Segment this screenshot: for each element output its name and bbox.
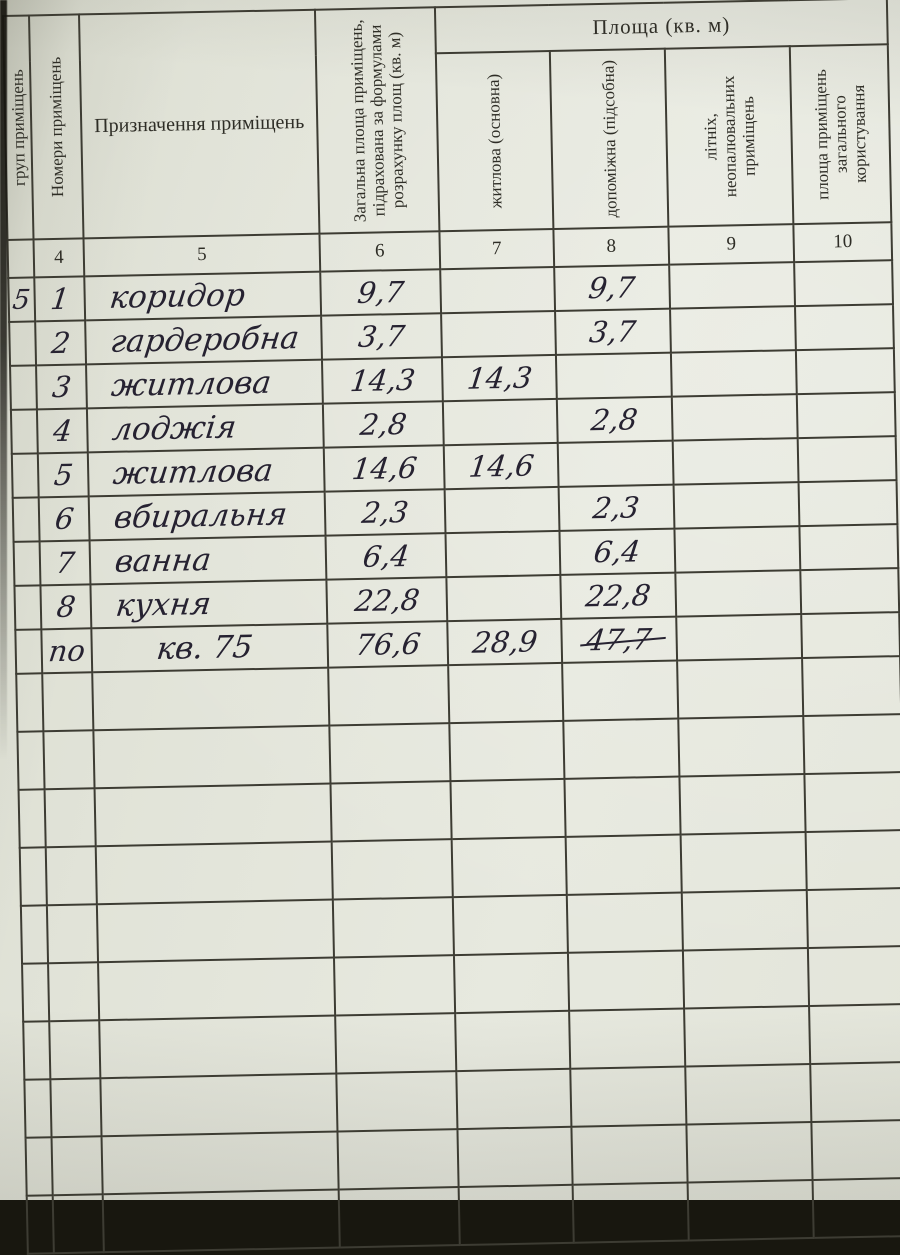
cell-purpose: житлова (86, 359, 323, 409)
cell-auxiliary: 22,8 (560, 572, 677, 619)
cell-total: 14,6 (323, 445, 445, 492)
cell-summer (675, 570, 802, 617)
cell-summer (669, 262, 796, 309)
cell-common (796, 392, 896, 439)
cell-common (797, 436, 897, 483)
cell-auxiliary: 6,4 (559, 528, 676, 575)
cell-total: 22,8 (326, 577, 448, 624)
cell-common (798, 480, 898, 527)
header-summer-label: літніх, неопалювальних приміщень (700, 75, 759, 198)
cell-purpose: ванна (89, 535, 327, 585)
cell-group: 5 (8, 277, 36, 322)
cell-purpose: кухня (90, 579, 328, 629)
cell-common (794, 260, 894, 307)
header-number-column: Номери приміщень (29, 14, 84, 240)
cell-living (444, 486, 560, 534)
cell-group (13, 541, 41, 586)
cell-group (10, 409, 38, 454)
cell-auxiliary: 9,7 (554, 264, 671, 311)
cell-purpose: житлова (87, 447, 325, 497)
cell-summer (672, 438, 799, 485)
header-group-label: груп приміщень (7, 69, 29, 187)
cell-group (9, 321, 37, 366)
cell-living (441, 310, 556, 358)
cell-living: 14,3 (441, 354, 557, 402)
colnum-group (7, 239, 35, 278)
cell-common (795, 304, 894, 351)
cell-living (445, 530, 561, 578)
cell-auxiliary: 2,3 (558, 484, 675, 531)
header-purpose-column: Призначення приміщень (79, 9, 320, 239)
colnum-total: 6 (319, 231, 441, 272)
header-number-label: Номери приміщень (45, 56, 68, 198)
header-summer-column: літніх, неопалювальних приміщень (664, 46, 794, 227)
colnum-living: 7 (439, 228, 555, 270)
cell-auxiliary: 2,8 (556, 396, 673, 443)
header-common-column: площа приміщень загального користування (789, 44, 892, 225)
cell-living (440, 266, 556, 314)
colnum-summer: 9 (668, 224, 795, 265)
cell-group (10, 365, 37, 410)
cell-total: 2,8 (322, 401, 444, 448)
cell-common (801, 612, 900, 659)
cell-summer (673, 482, 800, 529)
cell-living: 14,6 (443, 442, 559, 490)
cell-group (15, 629, 43, 674)
cell-common (795, 348, 895, 395)
cell-total: 9,7 (320, 269, 442, 316)
cell-total: 3,7 (321, 313, 442, 360)
cell-summer (674, 526, 801, 573)
cell-total: 76,6 (327, 621, 449, 668)
cell-number: 2 (35, 320, 87, 366)
cell-purpose: вбиральня (88, 491, 326, 541)
cell-auxiliary (555, 352, 672, 399)
cell-living (446, 574, 562, 622)
cell-number: 6 (38, 496, 90, 542)
cell-number: 4 (36, 408, 88, 454)
cell-purpose: коридор (84, 271, 322, 321)
page-edge-shadow (0, 0, 7, 760)
header-total-column: Загальна площа приміщень, підрахована за… (314, 7, 440, 234)
cell-number: 3 (36, 364, 87, 410)
cell-summer (670, 306, 796, 353)
cell-purpose: кв. 75 (91, 623, 329, 673)
cell-total: 6,4 (325, 533, 447, 580)
cell-auxiliary: 47,7 (561, 616, 678, 663)
header-common-label: площа приміщень загального користування (810, 69, 871, 201)
cell-living: 28,9 (447, 618, 563, 666)
cell-group (14, 585, 42, 630)
cell-number: по (41, 628, 93, 674)
cell-group (12, 497, 40, 542)
cell-total: 14,3 (321, 357, 443, 404)
colnum-common: 10 (793, 222, 893, 263)
cell-summer (670, 350, 797, 397)
cell-number: 7 (39, 540, 91, 586)
cell-summer (671, 394, 798, 441)
cell-auxiliary (557, 440, 674, 487)
header-living-column: житлова (основна) (435, 51, 554, 232)
colnum-auxiliary: 8 (553, 226, 670, 267)
cell-number: 1 (34, 276, 86, 322)
cell-purpose: гардеробна (85, 315, 322, 365)
cell-common (800, 568, 900, 615)
colnum-purpose: 5 (83, 233, 321, 277)
colnum-number: 4 (33, 238, 85, 278)
cell-living (442, 398, 558, 446)
cell-number: 5 (37, 452, 89, 498)
header-total-label: Загальна площа приміщень, підрахована за… (346, 19, 408, 223)
cell-common (799, 524, 899, 571)
header-auxiliary-column: допоміжна (підсобна) (549, 48, 669, 229)
cell-number: 8 (40, 584, 92, 630)
cell-group (11, 453, 39, 498)
cell-summer (676, 614, 803, 661)
document-page: груп приміщень Номери приміщень Призначе… (0, 0, 900, 1200)
header-auxiliary-label: допоміжна (підсобна) (598, 59, 621, 218)
cell-purpose: лоджія (86, 403, 324, 453)
photo-of-document: { "document": { "band_title": "Площа (кв… (0, 0, 900, 1200)
cell-total: 2,3 (324, 489, 446, 536)
header-living-label: житлова (основна) (483, 73, 506, 209)
cell-auxiliary: 3,7 (555, 308, 671, 355)
